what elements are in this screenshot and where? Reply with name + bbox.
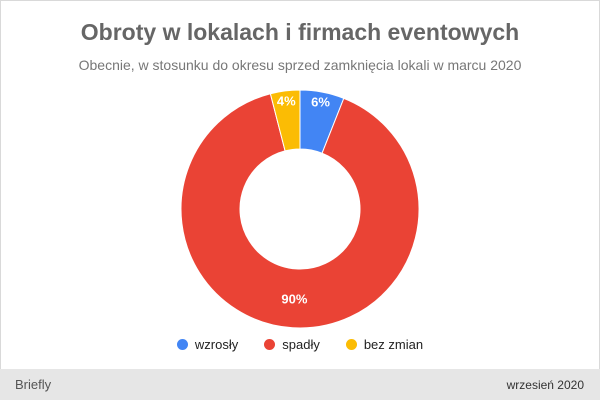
brand-label: Briefly [15,377,52,392]
legend-item-wzrosly: wzrosły [176,337,239,352]
data-label-spadly: 90% [281,291,307,306]
legend-item-spadly: spadły [264,337,320,352]
data-label-bez-zmian: 4% [277,93,296,108]
legend-swatch-spadly [264,339,276,350]
legend-item-bez-zmian: bez zmian [345,337,424,352]
legend-label-bez-zmian: bez zmian [363,337,424,352]
slice-spadly [180,93,420,329]
slice-bez-zmian [269,89,301,152]
date-label: wrzesień 2020 [506,378,584,392]
chart-legend: wzrosły spadły bez zmian [0,337,600,352]
data-label-wzrosly: 6% [311,94,330,109]
legend-label-spadly: spadły [282,337,320,352]
legend-swatch-wzrosly [176,339,188,350]
chart-title: Obroty w lokalach i firmach eventowych [80,19,520,45]
chart-subtitle: Obecnie, w stosunku do okresu sprzed zam… [78,57,522,73]
legend-swatch-bez-zmian [345,339,357,350]
footer-bar: Briefly wrzesień 2020 [0,369,600,400]
legend-label-wzrosly: wzrosły [194,337,239,352]
